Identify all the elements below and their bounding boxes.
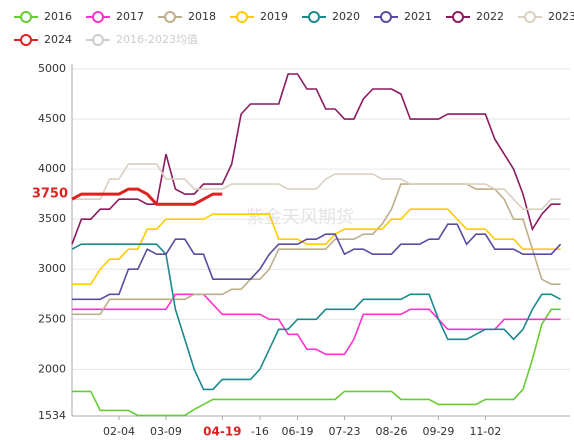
x-tick-label: 04-19 — [203, 425, 241, 437]
legend-marker — [92, 34, 104, 46]
legend-item[interactable]: 2019 — [230, 10, 288, 23]
y-tick-label: 4500 — [38, 112, 66, 125]
series-line — [71, 243, 561, 391]
legend-item[interactable]: 2022 — [446, 10, 504, 23]
legend-marker — [20, 11, 32, 23]
legend-label: 2020 — [332, 10, 360, 23]
y-tick-label: 1534 — [38, 409, 66, 422]
legend-label: 2018 — [188, 10, 216, 23]
legend-item[interactable]: 2020 — [302, 10, 360, 23]
legend-marker — [92, 11, 104, 23]
legend-marker — [380, 11, 392, 23]
y-tick-label: 3500 — [38, 212, 66, 225]
legend-item[interactable]: 2018 — [158, 10, 216, 23]
series-line — [72, 183, 561, 316]
series-line — [72, 163, 561, 210]
legend-marker — [164, 11, 176, 23]
series-line — [72, 308, 561, 417]
series-line — [71, 73, 561, 245]
legend-item[interactable]: 2017 — [86, 10, 144, 23]
series-line — [71, 187, 223, 206]
legend-item[interactable]: 2024 — [14, 33, 72, 46]
x-tick-label: 03-09 — [150, 425, 182, 436]
legend-label: 2024 — [44, 33, 72, 46]
x-tick-label: 02-04 — [103, 425, 135, 436]
x-tick-label: -16 — [251, 425, 269, 436]
y-tick-label: 4000 — [38, 162, 66, 175]
x-tick-label: 07-23 — [329, 425, 361, 436]
legend-marker — [236, 11, 248, 23]
legend-marker — [452, 11, 464, 23]
series-line — [72, 223, 562, 301]
x-tick-label: 09-29 — [422, 425, 454, 436]
y-tick-label: 2000 — [38, 362, 66, 375]
legend-marker — [20, 34, 32, 46]
legend-label: 2016-2023均值 — [116, 33, 198, 46]
legend-item[interactable]: 2016-2023均值 — [86, 33, 198, 46]
legend-label: 2019 — [260, 10, 288, 23]
value-callout: 3750 — [32, 187, 68, 202]
value-callout-bg — [28, 185, 70, 204]
y-tick-label: 2500 — [38, 312, 66, 325]
series-line — [72, 208, 561, 285]
legend-marker — [308, 11, 320, 23]
legend-label: 2017 — [116, 10, 144, 23]
legend-label: 2023 — [548, 10, 574, 23]
series-line — [72, 293, 561, 356]
legend-label: 2021 — [404, 10, 432, 23]
x-tick-label: 06-19 — [282, 425, 314, 436]
y-tick-label: 3000 — [38, 262, 66, 275]
legend-item[interactable]: 2021 — [374, 10, 432, 23]
x-tick-label: 11-02 — [469, 425, 501, 436]
legend-item[interactable]: 2023 — [518, 10, 574, 23]
watermark: 紫金天风期货 — [246, 207, 354, 228]
legend-label: 2022 — [476, 10, 504, 23]
y-tick-label: 5000 — [38, 62, 66, 75]
x-tick-label: 08-26 — [375, 425, 407, 436]
legend-label: 2016 — [44, 10, 72, 23]
legend-item[interactable]: 2016 — [14, 10, 72, 23]
legend-marker — [524, 11, 536, 23]
